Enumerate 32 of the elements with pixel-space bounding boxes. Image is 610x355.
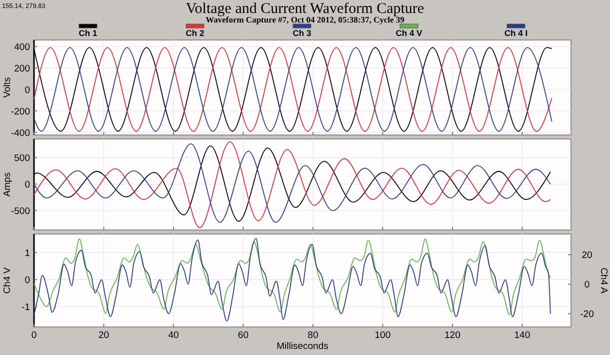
legend-label: Ch 2	[186, 28, 204, 38]
legend-label: Ch 4 V	[396, 28, 423, 38]
y-tick-label: -1	[22, 302, 30, 314]
y-tick-label: 0	[24, 180, 30, 191]
y-tick-label: -500	[10, 206, 30, 218]
x-tick-label: 80	[308, 330, 318, 341]
y-tick-label: 0	[24, 84, 30, 96]
y-axis-title: Volts	[2, 76, 13, 98]
y2-tick-label: -20	[580, 309, 594, 320]
x-tick-label: 60	[238, 330, 249, 341]
x-tick-label: 20	[98, 330, 110, 341]
legend-label: Ch 4 I	[504, 28, 528, 38]
chart-title: Voltage and Current Waveform Capture	[186, 1, 424, 17]
y-tick-label: -400	[10, 128, 30, 139]
y-tick-label: 500	[14, 153, 30, 164]
legend-label: Ch 1	[78, 28, 98, 38]
x-tick-label: 40	[168, 330, 179, 341]
x-axis-title: Milliseconds	[276, 341, 329, 352]
x-tick-label: 100	[374, 330, 391, 341]
y-tick-label: 0	[24, 275, 30, 286]
y2-axis-title: Ch4 A	[598, 268, 609, 294]
y-tick-label: 200	[14, 63, 30, 74]
y-tick-label: 400	[14, 42, 30, 53]
y-tick-label: -200	[10, 106, 30, 118]
x-tick-label: 120	[444, 330, 460, 341]
y-axis-title: Amps	[2, 172, 13, 197]
y2-tick-label: 0	[584, 280, 590, 291]
x-tick-label: 140	[514, 330, 530, 341]
y-tick-label: 1	[24, 248, 30, 259]
y-axis-title: Ch4 V	[2, 266, 13, 294]
y2-tick-label: 20	[582, 250, 592, 262]
legend-label: Ch 3	[292, 28, 312, 38]
